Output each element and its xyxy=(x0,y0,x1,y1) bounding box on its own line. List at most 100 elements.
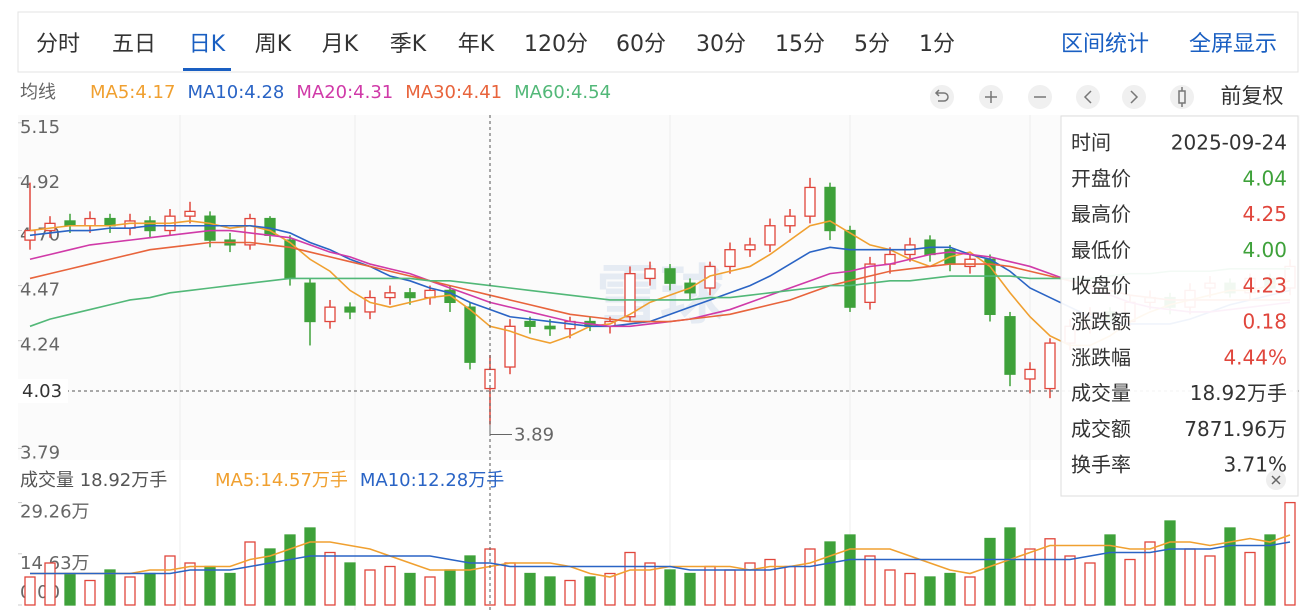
volume-bar xyxy=(1064,555,1076,606)
volume-bar xyxy=(184,562,196,606)
volume-bar xyxy=(224,572,236,606)
ma-legend-title: 均线 xyxy=(20,82,56,103)
volume-bar xyxy=(284,534,296,606)
volume-bar xyxy=(524,572,536,606)
volume-bar xyxy=(744,562,756,606)
candle-body xyxy=(1024,368,1036,380)
volume-bar xyxy=(624,551,636,606)
volume-bar xyxy=(1224,527,1236,606)
tooltip-value: 4.25 xyxy=(1242,202,1287,226)
volume-bar xyxy=(784,565,796,606)
volume-bar xyxy=(844,534,856,606)
volume-bar xyxy=(724,569,736,606)
tab[interactable]: 60分 xyxy=(616,32,666,57)
tab[interactable]: 5分 xyxy=(854,32,890,57)
tab[interactable]: 30分 xyxy=(696,32,746,57)
tooltip-label: 成交量 xyxy=(1071,381,1131,405)
candle-body xyxy=(784,215,796,227)
tab[interactable]: 月K xyxy=(322,32,359,57)
volume-bar xyxy=(164,555,176,606)
candle-body xyxy=(324,306,336,323)
candle-body xyxy=(304,282,316,323)
tab[interactable]: 日K xyxy=(189,32,226,57)
candle-body xyxy=(544,325,556,330)
tab[interactable]: 分时 xyxy=(36,32,80,57)
candle-body xyxy=(1004,316,1016,375)
action-button[interactable]: 全屏显示 xyxy=(1189,32,1277,57)
volume-bar xyxy=(384,565,396,606)
y-tick-label: 5.15 xyxy=(20,117,60,138)
volume-bar xyxy=(364,569,376,606)
tab[interactable]: 15分 xyxy=(775,32,825,57)
volume-bar xyxy=(1284,501,1296,606)
toolbar-icons[interactable] xyxy=(930,85,1194,109)
volume-bar xyxy=(1264,534,1276,606)
volume-bar xyxy=(144,572,156,606)
volume-bar xyxy=(1004,527,1016,606)
volume-bar xyxy=(1164,520,1176,606)
adjust-label[interactable]: 前复权 xyxy=(1221,84,1284,108)
volume-bar xyxy=(264,548,276,606)
ma-legend: MA30:4.41 xyxy=(405,82,502,103)
volume-bar xyxy=(344,562,356,606)
candle-body xyxy=(384,292,396,299)
tab[interactable]: 五日 xyxy=(112,32,156,57)
volume-bar xyxy=(444,569,456,606)
tooltip-value: 4.04 xyxy=(1242,166,1287,190)
tooltip-box xyxy=(1060,115,1299,497)
volume-bar xyxy=(424,576,436,606)
volume-bar xyxy=(924,576,936,606)
volume-bar xyxy=(84,579,96,606)
volume-bar xyxy=(684,572,696,606)
candle-body xyxy=(644,268,656,280)
volume-bar xyxy=(64,572,76,606)
ma-legend: MA60:4.54 xyxy=(514,82,611,103)
volume-bar xyxy=(1184,548,1196,606)
tab[interactable]: 周K xyxy=(255,32,292,57)
candle-body xyxy=(184,210,196,217)
volume-bar xyxy=(884,569,896,606)
candle-body xyxy=(504,325,516,368)
volume-bar xyxy=(664,569,676,606)
candle-body xyxy=(824,186,836,232)
volume-bar xyxy=(204,565,216,606)
candle-body xyxy=(964,258,976,268)
tooltip-label: 换手率 xyxy=(1071,453,1131,477)
tooltip-value: 7871.96万 xyxy=(1184,417,1287,441)
candle-body xyxy=(204,215,216,241)
tab-underline xyxy=(183,68,231,71)
volume-bar xyxy=(104,569,116,606)
tab[interactable]: 年K xyxy=(458,32,495,57)
volume-y-tick-label: 29.26万 xyxy=(20,502,90,523)
tooltip-label: 最低价 xyxy=(1071,238,1131,262)
volume-bar xyxy=(1244,551,1256,606)
volume-bar xyxy=(604,572,616,606)
tab[interactable]: 季K xyxy=(390,32,427,57)
action-button[interactable]: 区间统计 xyxy=(1061,32,1149,57)
low-pointer xyxy=(489,424,512,435)
tab[interactable]: 1分 xyxy=(919,32,955,57)
candle-body xyxy=(364,296,376,313)
candle-body xyxy=(744,244,756,251)
volume-ma-line xyxy=(30,534,1291,578)
candle-body xyxy=(1044,342,1056,390)
volume-title: 成交量 18.92万手 xyxy=(20,470,167,491)
volume-bar xyxy=(504,562,516,606)
tab[interactable]: 120分 xyxy=(524,32,588,57)
candle-body xyxy=(464,306,476,363)
candle-body xyxy=(724,249,736,268)
crosshair-label-bg xyxy=(18,378,68,403)
tooltip-close-icon[interactable] xyxy=(1271,475,1281,485)
volume-bar xyxy=(864,555,876,606)
volume-ma-legend: MA10:12.28万手 xyxy=(360,470,504,491)
tooltip-label: 收盘价 xyxy=(1071,274,1131,298)
tooltip-label: 最高价 xyxy=(1071,202,1131,226)
ma-legend: MA10:4.28 xyxy=(187,82,284,103)
volume-bar xyxy=(1104,534,1116,606)
tooltip-label: 成交额 xyxy=(1071,417,1131,441)
volume-bar xyxy=(404,572,416,606)
volume-bar xyxy=(824,541,836,606)
low-label: 3.89 xyxy=(514,424,554,445)
volume-bar xyxy=(1204,555,1216,606)
